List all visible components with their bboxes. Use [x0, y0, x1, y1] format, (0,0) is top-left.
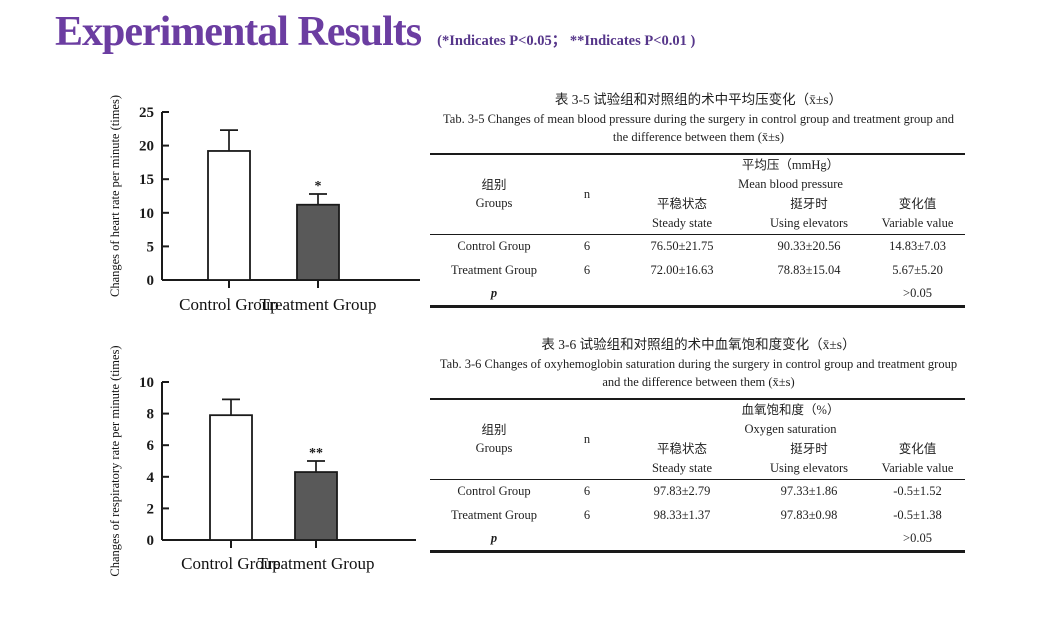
y-tick-label: 0 — [147, 533, 155, 549]
table-3-5-title-en-line1: Tab. 3-5 Changes of mean blood pressure … — [443, 111, 954, 126]
heart-rate-bar-chart: 0 5 10 15 20 25 Control Group * Treatment Group C… — [108, 95, 438, 336]
y-tick-label: 15 — [139, 172, 154, 188]
y-tick-label: 2 — [147, 501, 155, 517]
cell-p-value: >0.05 — [903, 530, 932, 545]
y-tick-label: 5 — [147, 239, 155, 255]
slide-subtitle: (*Indicates P<0.05； **Indicates P<0.01 ) — [437, 33, 696, 49]
category-label: Control Group — [181, 554, 281, 573]
header-variable-value: 变化值 Variable value — [881, 442, 954, 476]
y-axis-label: Changes of heart rate per minute (times) — [108, 95, 122, 297]
header-using-elevators: 挺牙时 Using elevators — [769, 442, 849, 476]
bar-control-group — [209, 414, 253, 541]
y-tick-label: 10 — [139, 206, 154, 222]
cell-elevators: 90.33±20.56 — [777, 239, 841, 254]
table-3-5: 组别 Groups n 平均压（mmHg） Mean blood pressur… — [430, 152, 966, 308]
cell-change: 5.67±5.20 — [892, 262, 943, 277]
y-tick-label: 25 — [139, 105, 154, 121]
table-row: Control Group 6 76.50±21.75 90.33±20.56 … — [430, 234, 965, 258]
header-variable-value: 变化值 Variable value — [881, 197, 954, 231]
cell-group: Treatment Group — [451, 507, 537, 522]
slide-header: Experimental Results (*Indicates P<0.05；… — [55, 8, 695, 56]
table-row-p: p >0.05 — [430, 281, 965, 306]
respiratory-rate-bar-chart: 0 2 4 6 8 10 Control Group ** Treatment Group Cha… — [108, 345, 438, 592]
bar-chart-canvas: 0 2 4 6 8 10 Control Group ** Treatment Group Cha… — [108, 345, 416, 577]
cell-change: -0.5±1.38 — [893, 507, 942, 522]
header-n: n — [583, 431, 591, 446]
table-3-5-title-zh: 表 3-5 试验组和对照组的术中平均压变化（x̄±s） — [554, 92, 843, 107]
significance-label: ** — [309, 446, 323, 461]
cell-change: -0.5±1.52 — [893, 484, 942, 499]
bar-treatment-group — [294, 471, 338, 541]
cell-n: 6 — [583, 484, 591, 499]
cell-group: Control Group — [457, 484, 531, 499]
table-3-6: 组别 Groups n 血氧饱和度（%） Oxygen saturation 平… — [430, 397, 965, 553]
table-3-6-title-zh: 表 3-6 试验组和对照组的术中血氧饱和度变化（x̄±s） — [541, 337, 856, 352]
category-label: Treatment Group — [260, 295, 377, 314]
table-row: Treatment Group 6 98.33±1.37 97.83±0.98 … — [430, 503, 965, 526]
header-groups: 组别 Groups — [475, 177, 513, 211]
bar-chart-canvas: 0 5 10 15 20 25 Control Group * Treatment Group C… — [108, 95, 420, 314]
cell-elevators: 78.83±15.04 — [777, 262, 841, 277]
header-steady-state: 平稳状态 Steady state — [651, 197, 713, 231]
table-3-5-block: 表 3-5 试验组和对照组的术中平均压变化（x̄±s） Tab. 3-5 Cha… — [430, 90, 967, 308]
cell-p-label: p — [490, 285, 498, 300]
cell-p-label: p — [490, 530, 498, 545]
y-tick-label: 4 — [147, 470, 155, 486]
cell-steady: 76.50±21.75 — [650, 239, 714, 254]
y-tick-label: 0 — [147, 273, 155, 289]
cell-p-value: >0.05 — [903, 285, 932, 300]
cell-steady: 98.33±1.37 — [653, 507, 711, 522]
table-row-p: p >0.05 — [430, 526, 965, 551]
y-tick-label: 8 — [147, 407, 155, 423]
y-tick-label: 20 — [139, 139, 154, 155]
cell-group: Treatment Group — [451, 262, 537, 277]
table-3-6-title-en-line2: and the difference between them (x̄±s) — [602, 374, 795, 389]
cell-steady: 97.83±2.79 — [653, 484, 711, 499]
bar-treatment-group — [296, 203, 340, 281]
slide-title: Experimental Results — [55, 9, 422, 55]
cell-group: Control Group — [457, 239, 531, 254]
bar-control-group — [207, 150, 251, 281]
header-using-elevators: 挺牙时 Using elevators — [769, 197, 849, 231]
cell-n: 6 — [583, 239, 591, 254]
y-tick-label: 10 — [139, 375, 154, 391]
header-span-oxygen-saturation: 血氧饱和度（%） Oxygen saturation — [741, 402, 840, 436]
cell-n: 6 — [583, 507, 591, 522]
y-axis-label: Changes of respiratory rate per minute (… — [108, 345, 122, 576]
y-tick-label: 6 — [147, 438, 155, 454]
table-3-6-block: 表 3-6 试验组和对照组的术中血氧饱和度变化（x̄±s） Tab. 3-6 C… — [430, 335, 967, 553]
category-label: Control Group — [179, 295, 279, 314]
cell-change: 14.83±7.03 — [889, 239, 946, 254]
header-groups: 组别 Groups — [475, 422, 513, 456]
table-row: Control Group 6 97.83±2.79 97.33±1.86 -0… — [430, 479, 965, 503]
cell-elevators: 97.83±0.98 — [780, 507, 838, 522]
header-steady-state: 平稳状态 Steady state — [651, 442, 713, 476]
table-3-5-title-en-line2: the difference between them (x̄±s) — [612, 129, 785, 144]
header-span-mean-blood-pressure: 平均压（mmHg） Mean blood pressure — [738, 157, 843, 191]
cell-steady: 72.00±16.63 — [650, 262, 714, 277]
cell-n: 6 — [583, 262, 591, 277]
table-3-6-title-en-line1: Tab. 3-6 Changes of oxyhemoglobin satura… — [439, 356, 958, 371]
table-row: Treatment Group 6 72.00±16.63 78.83±15.0… — [430, 258, 965, 281]
header-n: n — [583, 186, 591, 201]
cell-elevators: 97.33±1.86 — [780, 484, 838, 499]
category-label: Treatment Group — [258, 554, 375, 573]
significance-label: * — [315, 179, 322, 194]
